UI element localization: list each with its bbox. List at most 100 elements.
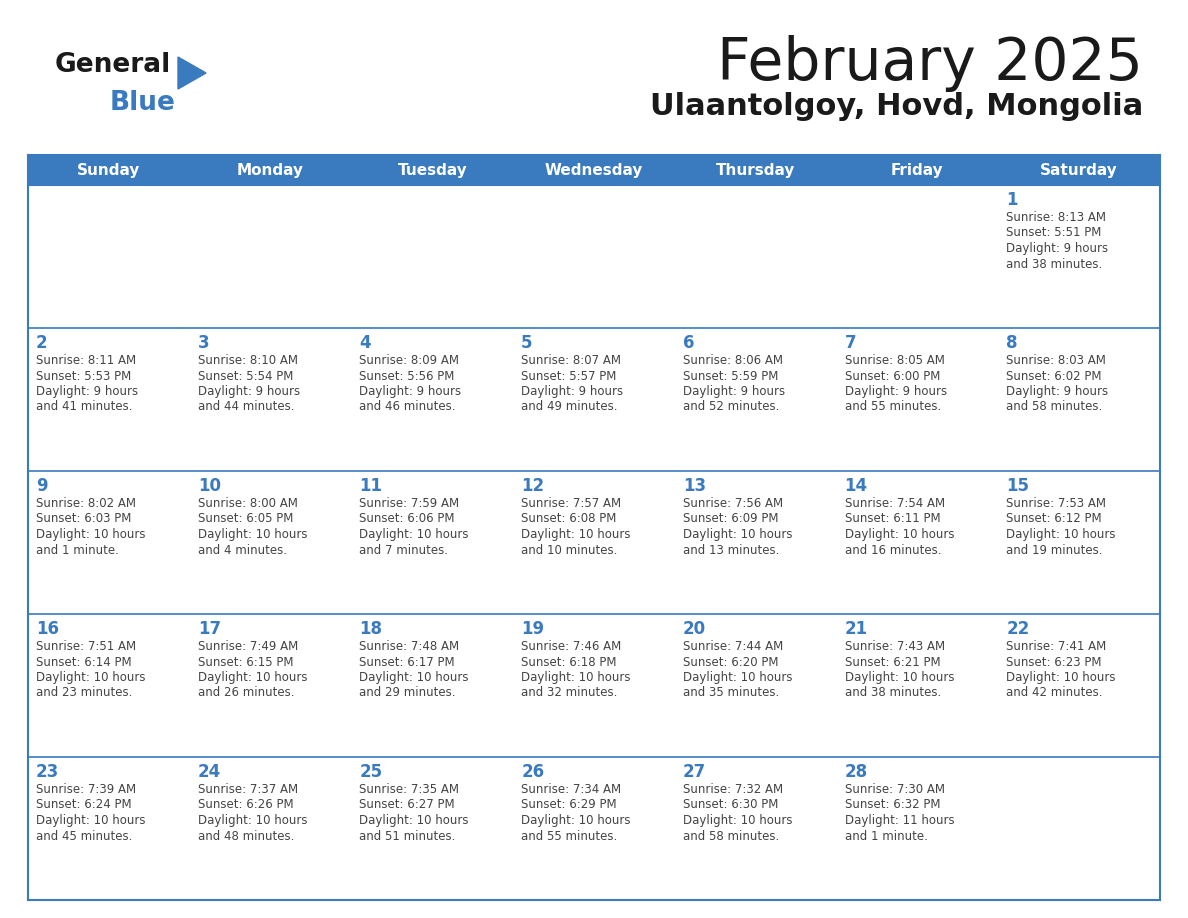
Text: and 58 minutes.: and 58 minutes.: [683, 830, 779, 843]
Text: 15: 15: [1006, 477, 1029, 495]
Text: and 16 minutes.: and 16 minutes.: [845, 543, 941, 556]
Text: Daylight: 9 hours: Daylight: 9 hours: [522, 385, 624, 398]
Text: 13: 13: [683, 477, 706, 495]
Text: and 32 minutes.: and 32 minutes.: [522, 687, 618, 700]
Text: Daylight: 10 hours: Daylight: 10 hours: [522, 671, 631, 684]
Text: and 49 minutes.: and 49 minutes.: [522, 400, 618, 413]
Bar: [29, 185, 1159, 328]
Text: Daylight: 10 hours: Daylight: 10 hours: [360, 528, 469, 541]
Text: Daylight: 10 hours: Daylight: 10 hours: [522, 528, 631, 541]
Text: and 35 minutes.: and 35 minutes.: [683, 687, 779, 700]
Text: 23: 23: [36, 763, 59, 781]
Text: General: General: [55, 52, 171, 78]
Text: Sunrise: 8:05 AM: Sunrise: 8:05 AM: [845, 354, 944, 367]
Text: 20: 20: [683, 620, 706, 638]
Text: 7: 7: [845, 334, 857, 352]
Text: 2: 2: [36, 334, 48, 352]
Text: 12: 12: [522, 477, 544, 495]
Text: 10: 10: [197, 477, 221, 495]
Text: Sunrise: 8:10 AM: Sunrise: 8:10 AM: [197, 354, 298, 367]
Text: Sunday: Sunday: [77, 162, 140, 177]
Text: Sunset: 6:32 PM: Sunset: 6:32 PM: [845, 799, 940, 812]
Text: Wednesday: Wednesday: [545, 162, 643, 177]
Text: Sunset: 5:57 PM: Sunset: 5:57 PM: [522, 370, 617, 383]
Text: and 1 minute.: and 1 minute.: [36, 543, 119, 556]
Text: Sunrise: 7:56 AM: Sunrise: 7:56 AM: [683, 497, 783, 510]
Text: and 23 minutes.: and 23 minutes.: [36, 687, 132, 700]
Text: Daylight: 10 hours: Daylight: 10 hours: [197, 814, 308, 827]
Text: Sunrise: 7:53 AM: Sunrise: 7:53 AM: [1006, 497, 1106, 510]
Text: and 45 minutes.: and 45 minutes.: [36, 830, 132, 843]
Text: Sunset: 5:51 PM: Sunset: 5:51 PM: [1006, 227, 1101, 240]
Text: 1: 1: [1006, 191, 1018, 209]
Text: 24: 24: [197, 763, 221, 781]
Text: Sunrise: 8:07 AM: Sunrise: 8:07 AM: [522, 354, 621, 367]
Text: Daylight: 10 hours: Daylight: 10 hours: [683, 814, 792, 827]
Text: Sunset: 5:56 PM: Sunset: 5:56 PM: [360, 370, 455, 383]
Text: Sunset: 6:09 PM: Sunset: 6:09 PM: [683, 512, 778, 525]
Text: Sunset: 5:54 PM: Sunset: 5:54 PM: [197, 370, 293, 383]
Text: and 4 minutes.: and 4 minutes.: [197, 543, 286, 556]
Text: 22: 22: [1006, 620, 1030, 638]
Text: Sunrise: 8:00 AM: Sunrise: 8:00 AM: [197, 497, 297, 510]
Text: Sunrise: 8:02 AM: Sunrise: 8:02 AM: [36, 497, 135, 510]
Text: Daylight: 10 hours: Daylight: 10 hours: [36, 671, 145, 684]
Text: Sunrise: 7:46 AM: Sunrise: 7:46 AM: [522, 640, 621, 653]
Text: Sunset: 6:08 PM: Sunset: 6:08 PM: [522, 512, 617, 525]
Text: and 29 minutes.: and 29 minutes.: [360, 687, 456, 700]
Text: Daylight: 10 hours: Daylight: 10 hours: [360, 671, 469, 684]
Bar: [836, 155, 998, 185]
Text: and 55 minutes.: and 55 minutes.: [845, 400, 941, 413]
Bar: [513, 155, 675, 185]
Text: 16: 16: [36, 620, 59, 638]
Text: Daylight: 10 hours: Daylight: 10 hours: [36, 814, 145, 827]
Text: and 7 minutes.: and 7 minutes.: [360, 543, 448, 556]
Text: Sunrise: 7:59 AM: Sunrise: 7:59 AM: [360, 497, 460, 510]
Text: 17: 17: [197, 620, 221, 638]
Text: Sunrise: 7:34 AM: Sunrise: 7:34 AM: [522, 783, 621, 796]
Text: Sunset: 6:11 PM: Sunset: 6:11 PM: [845, 512, 940, 525]
Text: Sunset: 6:17 PM: Sunset: 6:17 PM: [360, 655, 455, 668]
Text: 21: 21: [845, 620, 867, 638]
Text: Sunrise: 7:39 AM: Sunrise: 7:39 AM: [36, 783, 137, 796]
Text: 14: 14: [845, 477, 867, 495]
Text: Daylight: 10 hours: Daylight: 10 hours: [360, 814, 469, 827]
Text: Friday: Friday: [891, 162, 943, 177]
Text: Sunrise: 7:57 AM: Sunrise: 7:57 AM: [522, 497, 621, 510]
Text: 26: 26: [522, 763, 544, 781]
Text: Sunrise: 7:32 AM: Sunrise: 7:32 AM: [683, 783, 783, 796]
Text: and 46 minutes.: and 46 minutes.: [360, 400, 456, 413]
Text: Sunset: 6:05 PM: Sunset: 6:05 PM: [197, 512, 293, 525]
Text: and 38 minutes.: and 38 minutes.: [845, 687, 941, 700]
Text: Sunrise: 7:30 AM: Sunrise: 7:30 AM: [845, 783, 944, 796]
Text: Sunrise: 8:11 AM: Sunrise: 8:11 AM: [36, 354, 137, 367]
Text: Sunrise: 7:44 AM: Sunrise: 7:44 AM: [683, 640, 783, 653]
Text: Sunset: 6:03 PM: Sunset: 6:03 PM: [36, 512, 132, 525]
Text: Blue: Blue: [110, 90, 176, 116]
Text: Daylight: 10 hours: Daylight: 10 hours: [683, 671, 792, 684]
Text: and 52 minutes.: and 52 minutes.: [683, 400, 779, 413]
Text: Sunrise: 7:49 AM: Sunrise: 7:49 AM: [197, 640, 298, 653]
Text: Ulaantolgoy, Hovd, Mongolia: Ulaantolgoy, Hovd, Mongolia: [650, 92, 1143, 121]
Text: and 51 minutes.: and 51 minutes.: [360, 830, 456, 843]
Text: Sunrise: 8:09 AM: Sunrise: 8:09 AM: [360, 354, 460, 367]
Text: Sunset: 6:12 PM: Sunset: 6:12 PM: [1006, 512, 1102, 525]
Text: and 48 minutes.: and 48 minutes.: [197, 830, 295, 843]
Text: 27: 27: [683, 763, 706, 781]
Bar: [29, 757, 1159, 900]
Bar: [352, 155, 513, 185]
Text: 8: 8: [1006, 334, 1018, 352]
Text: Sunset: 6:14 PM: Sunset: 6:14 PM: [36, 655, 132, 668]
Text: Sunset: 6:06 PM: Sunset: 6:06 PM: [360, 512, 455, 525]
Text: Daylight: 10 hours: Daylight: 10 hours: [197, 671, 308, 684]
Text: Sunset: 6:27 PM: Sunset: 6:27 PM: [360, 799, 455, 812]
Text: Sunset: 6:24 PM: Sunset: 6:24 PM: [36, 799, 132, 812]
Text: Sunrise: 7:54 AM: Sunrise: 7:54 AM: [845, 497, 944, 510]
Text: 11: 11: [360, 477, 383, 495]
Text: 25: 25: [360, 763, 383, 781]
Text: and 58 minutes.: and 58 minutes.: [1006, 400, 1102, 413]
Text: and 1 minute.: and 1 minute.: [845, 830, 928, 843]
Text: Sunset: 6:15 PM: Sunset: 6:15 PM: [197, 655, 293, 668]
Text: Sunrise: 7:35 AM: Sunrise: 7:35 AM: [360, 783, 460, 796]
Bar: [29, 155, 190, 185]
